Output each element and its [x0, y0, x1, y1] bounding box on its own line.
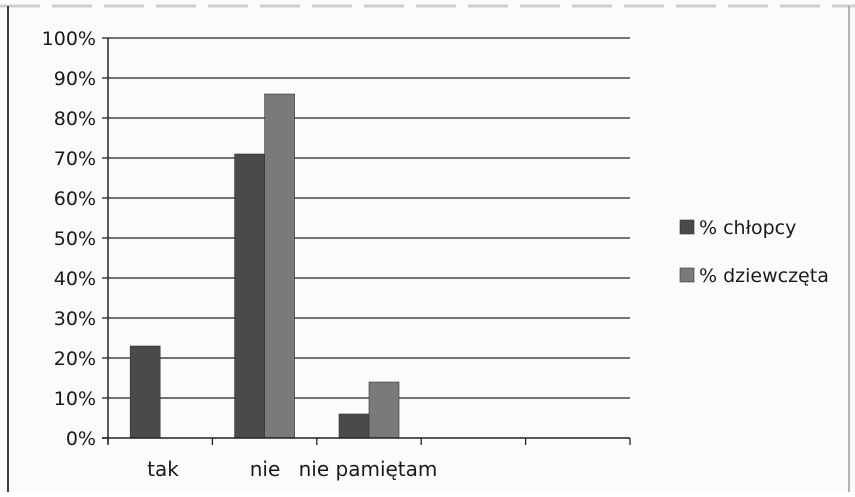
y-tick-label: 70%	[54, 148, 96, 170]
x-tick-label: nie pamiętam	[299, 457, 438, 481]
y-tick-label: 60%	[54, 188, 96, 210]
y-tick-label: 10%	[54, 388, 96, 410]
legend-label-chlopcy: % chłopcy	[699, 217, 796, 239]
x-tick-label: tak	[147, 457, 179, 481]
bars	[129, 93, 400, 439]
bar-dziewczeta-2	[368, 381, 400, 439]
y-tick-label: 80%	[54, 108, 96, 130]
bar-chlopcy-2	[338, 413, 370, 439]
x-tick-label: nie	[250, 457, 281, 481]
axes	[102, 37, 631, 445]
y-tick-label: 0%	[66, 428, 96, 450]
y-tick-label: 30%	[54, 308, 96, 330]
legend-swatch-dziewczeta	[679, 267, 695, 283]
y-tick-label: 90%	[54, 68, 96, 90]
legend-swatch-chlopcy	[679, 219, 695, 235]
y-tick-label: 100%	[42, 28, 96, 50]
gridlines	[108, 37, 630, 399]
bar-chlopcy-1	[234, 153, 265, 439]
bar-dziewczeta-1	[264, 93, 295, 439]
y-tick-label: 40%	[54, 268, 96, 290]
legend: % chłopcy % dziewczęta	[679, 217, 829, 287]
y-tick-label: 50%	[54, 228, 96, 250]
y-axis-tick-labels: 0% 10% 20% 30% 40% 50% 60% 70% 80% 90% 100%	[42, 28, 96, 450]
y-tick-label: 20%	[54, 348, 96, 370]
x-axis-tick-labels: tak nie nie pamiętam	[147, 457, 437, 481]
bar-chlopcy-0	[129, 345, 161, 439]
legend-label-dziewczeta: % dziewczęta	[699, 265, 829, 287]
